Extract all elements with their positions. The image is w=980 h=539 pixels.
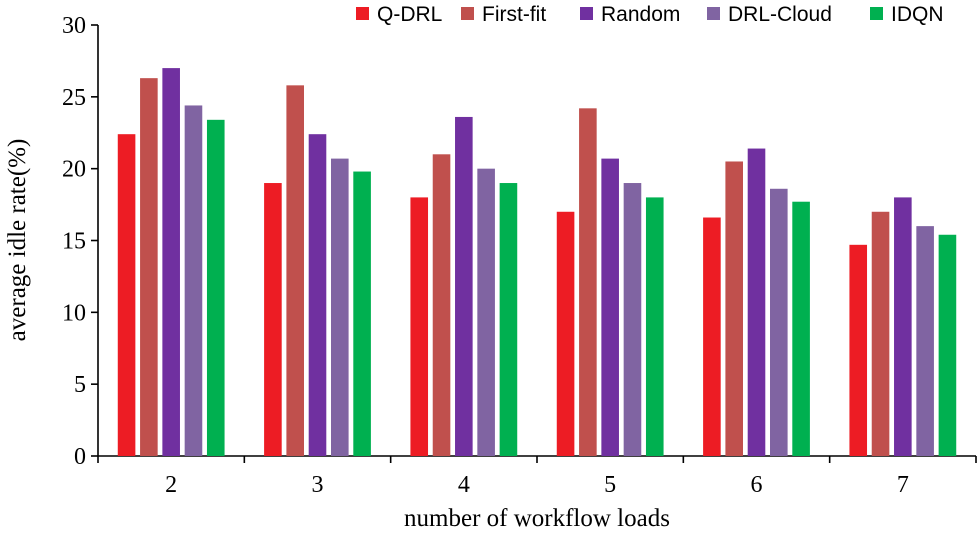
bar-q-drl-4 [410, 197, 429, 456]
bar-q-drl-2 [117, 134, 136, 457]
legend: Q-DRL First-fit Random DRL-Cloud IDQN [356, 3, 944, 26]
x-tick-label: 2 [165, 472, 177, 498]
y-tick-label: 10 [62, 300, 86, 326]
bar-idqn-3 [353, 171, 371, 457]
y-tick-label: 5 [74, 372, 86, 398]
bar-first-fit-3 [286, 85, 304, 456]
legend-swatch [707, 7, 720, 20]
y-tick-label: 25 [62, 85, 86, 111]
bar-drl-cloud-4 [477, 168, 495, 456]
bar-idqn-5 [645, 197, 664, 456]
bar-idqn-2 [206, 119, 225, 456]
x-tick-label: 3 [312, 472, 324, 498]
legend-swatch [580, 7, 593, 20]
bar-q-drl-7 [849, 244, 868, 456]
bar-first-fit-6 [725, 161, 743, 456]
bar-random-5 [601, 158, 619, 457]
bar-q-drl-6 [703, 217, 721, 456]
legend-label: Q-DRL [377, 3, 442, 26]
legend-swatch [870, 7, 883, 20]
bar-first-fit-4 [432, 154, 451, 457]
bar-q-drl-3 [264, 183, 282, 457]
x-axis-title: number of workflow loads [404, 505, 670, 532]
x-ticks: 2 3 4 5 6 7 [97, 456, 977, 498]
legend-label: Random [601, 3, 680, 26]
bar-drl-cloud-5 [623, 183, 642, 457]
legend-label: DRL-Cloud [728, 3, 832, 26]
bars [117, 68, 957, 457]
bar-random-2 [162, 68, 180, 456]
y-ticks: 0 5 10 15 20 25 30 [62, 13, 98, 470]
bar-random-4 [455, 116, 473, 457]
y-tick-label: 30 [62, 13, 86, 39]
legend-swatch [356, 7, 369, 20]
x-tick-label: 7 [897, 472, 909, 498]
legend-label: First-fit [482, 3, 546, 26]
y-axis-title: average idle rate(%) [4, 139, 31, 342]
bar-drl-cloud-7 [916, 226, 934, 456]
x-tick-label: 6 [751, 472, 763, 498]
bar-random-6 [747, 148, 766, 456]
bar-idqn-7 [938, 234, 957, 456]
y-tick-label: 20 [62, 157, 86, 183]
x-tick-label: 5 [604, 472, 616, 498]
bar-first-fit-2 [140, 78, 158, 456]
bar-first-fit-5 [579, 108, 597, 457]
bar-idqn-4 [499, 183, 518, 457]
bar-drl-cloud-2 [184, 105, 203, 456]
bar-drl-cloud-3 [331, 158, 349, 457]
bar-random-7 [894, 197, 912, 456]
plot-area: 0 5 10 15 20 25 30 2 3 4 5 6 7 [62, 13, 977, 498]
bar-first-fit-7 [871, 211, 890, 456]
bar-random-3 [308, 134, 327, 457]
bar-q-drl-5 [556, 211, 575, 456]
legend-label: IDQN [891, 3, 944, 26]
y-tick-label: 0 [74, 444, 86, 470]
y-tick-label: 15 [62, 229, 86, 255]
bar-drl-cloud-6 [770, 188, 788, 456]
bar-idqn-6 [792, 201, 810, 456]
legend-swatch [461, 7, 474, 20]
x-tick-label: 4 [458, 472, 470, 498]
